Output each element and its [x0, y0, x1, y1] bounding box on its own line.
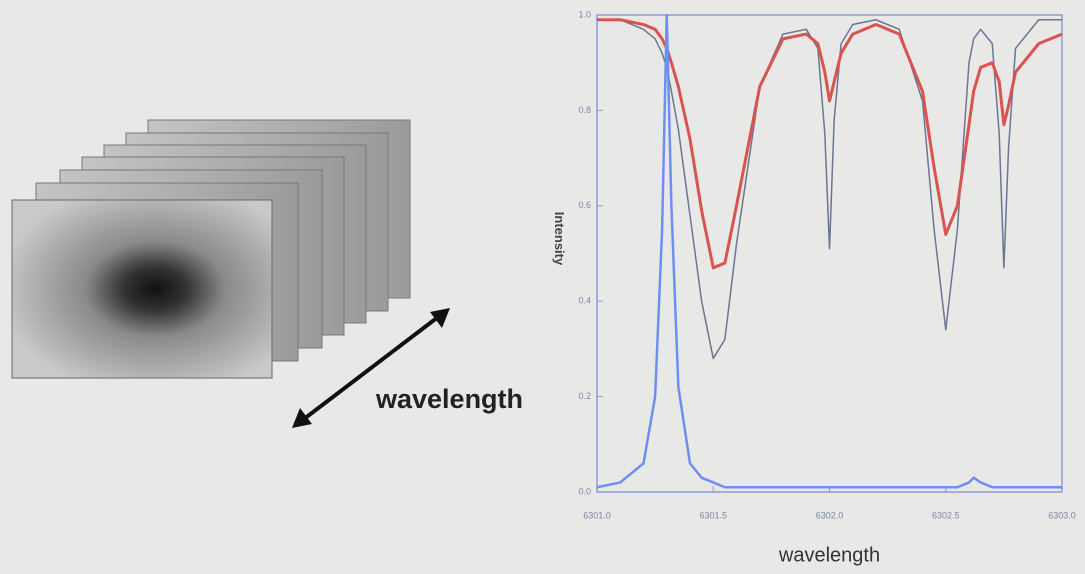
y-tick-label: 0.6 [578, 200, 591, 210]
y-tick-label: 0.0 [578, 486, 591, 496]
x-tick-label: 6301.5 [699, 510, 727, 520]
line-series [597, 19, 1062, 360]
y-tick-label: 0.2 [578, 391, 591, 401]
x-tick-label: 6302.0 [816, 510, 844, 520]
line-series [596, 13, 1062, 489]
x-tick-label: 6302.5 [932, 510, 960, 520]
x-axis-label: wavelength [778, 544, 880, 566]
line-series [597, 18, 1063, 270]
chart: 0.0 0.2 0.4 0.6 0.8 1.0 6301.0 6301.5 6302.0 6302… [552, 9, 1076, 566]
y-tick-label: 0.4 [578, 296, 591, 306]
x-tick-label: 6303.0 [1048, 510, 1076, 520]
y-tick-label: 1.0 [578, 9, 591, 19]
x-tick-label: 6301.0 [583, 510, 611, 520]
y-axis-label: Intensity [552, 212, 567, 266]
image-stack [11, 119, 411, 379]
y-tick-label: 0.8 [578, 105, 591, 115]
wavelength-label: wavelength [375, 384, 523, 414]
double-arrow [292, 308, 450, 428]
